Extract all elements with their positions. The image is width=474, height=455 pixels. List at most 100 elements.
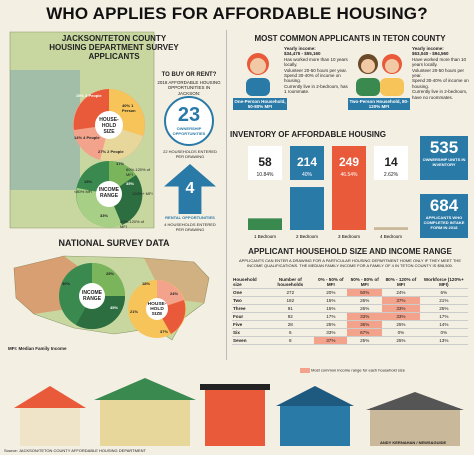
inventory-bar (290, 187, 324, 230)
column-header: Household size (232, 276, 267, 289)
table-cell: 15% (314, 304, 348, 313)
column-header: Number of households (266, 276, 315, 289)
national-income-pie (59, 263, 126, 330)
income-note: 80%-120% of MFI (126, 167, 151, 177)
list-item: Currently live in 2-bedroom, has 1 roomm… (284, 83, 348, 95)
table-cell: 37% (382, 296, 420, 305)
national-header: NATIONAL SURVEY DATA (58, 238, 170, 248)
person-1-icon (238, 48, 278, 98)
slice-label: 25% (106, 271, 115, 276)
slice-label: 14% 4 People (74, 135, 100, 140)
inventory-count: 14 (384, 155, 398, 169)
inventory-chart: 58 10.84% 1 Bedroom 214 40% 2 Bedroom 249 46.54… (244, 142, 414, 242)
two-person-details: Yearly income: $63,040 - $94,560 Have wo… (412, 46, 472, 100)
intake-count: 684 (429, 196, 459, 215)
inventory-count: 58 (258, 155, 272, 169)
slice-label: 35% (126, 181, 135, 186)
slice-label: 15% (84, 179, 93, 184)
legend-swatch (300, 368, 310, 373)
slice-label: 17% (116, 161, 125, 166)
opportunities-line: 2018 AFFORDABLE HOUSING OPPORTUNITIES IN… (157, 80, 221, 96)
inventory-ownership-count: 535 (429, 138, 459, 157)
one-person-details: Yearly income: $34,475 - $55,160 Has wor… (284, 46, 350, 95)
ownership-count: 23 (177, 104, 201, 126)
inventory-header: INVENTORY OF AFFORDABLE HOUSING (230, 130, 387, 139)
slice-label: 24% (170, 291, 179, 296)
mfi-note: MFI: Median Family Income (8, 346, 67, 351)
table-cell: 17% (314, 312, 348, 321)
table-cell: 28 (266, 320, 315, 329)
table-row: Five 28 25% 36% 25% 14% (232, 320, 468, 329)
table-intro: APPLICANTS CAN ENTER A DRAWING FOR A PAR… (239, 258, 461, 268)
income-value: $34,475 - $55,160 (284, 51, 321, 57)
table-cell: 8 (266, 336, 315, 345)
ownership-badge: 23 OWNERSHIP OPPORTUNITIES (164, 96, 214, 146)
national-household-pie (128, 280, 186, 338)
column-header: 50% - 80% of MFI (347, 276, 383, 289)
table-cell: 25% (382, 320, 420, 329)
inventory-bar (374, 227, 408, 230)
table-cell: 0% (419, 328, 468, 337)
table-cell: 36% (347, 320, 383, 329)
income-value: $63,040 - $94,560 (412, 51, 449, 57)
slice-label: 37% (160, 329, 169, 334)
jackson-income-label: INCOME RANGE (99, 187, 119, 199)
table-cell: 25% (382, 336, 420, 345)
rental-sub: 4 HOUSEHOLDS ENTERED PER DRAWING (164, 222, 216, 232)
table-cell: 33% (347, 312, 383, 321)
page-title: WHO APPLIES FOR AFFORDABLE HOUSING? (46, 4, 428, 23)
table-cell: 67% (347, 328, 383, 337)
inventory-bar (332, 180, 366, 230)
household-income-table: Household size Number of households 0% - 5… (232, 276, 468, 345)
table-row: Seven 8 37% 25% 25% 13% (232, 336, 468, 345)
inventory-bar-label: 3 Bedroom (338, 234, 360, 239)
table-cell: 26% (347, 296, 383, 305)
table-header: APPLICANT HOUSEHOLD SIZE AND INCOME RANG… (248, 247, 452, 256)
inventory-pct: 2.62% (384, 172, 399, 178)
table-cell: 25% (347, 336, 383, 345)
jackson-household-pie (73, 89, 145, 162)
table-cell: Six (232, 328, 267, 337)
jackson-header: JACKSON/TETON COUNTY HOUSING DEPARTMENT … (49, 34, 179, 62)
table-row: Three 91 15% 26% 33% 25% (232, 304, 468, 313)
applicants-header: MOST COMMON APPLICANTS IN TETON COUNTY (254, 34, 446, 43)
rental-count: 4 (185, 180, 195, 197)
table-row: Four 92 17% 33% 33% 17% (232, 312, 468, 321)
table-row: Two 182 15% 26% 37% 21% (232, 296, 468, 305)
table-cell: Two (232, 296, 267, 305)
person-2-icon (352, 48, 408, 98)
table-cell: 6% (419, 288, 468, 297)
inventory-count-box (290, 146, 324, 180)
table-cell: 33% (382, 304, 420, 313)
table-cell: One (232, 288, 267, 297)
national-income-label: INCOME RANGE (82, 290, 102, 302)
table-cell: 92 (266, 312, 315, 321)
intake-label: APPLICANTS WHO COMPLETED INTAKE FORM IN … (423, 215, 465, 230)
slice-label: 18% (142, 281, 151, 286)
jackson-household-label: HOUSE-HOLD SIZE (99, 117, 119, 135)
table-cell: 272 (266, 288, 315, 297)
slice-label: 33% (100, 213, 109, 218)
one-person-caption: One-Person Household, 50-80% MFI (233, 98, 287, 110)
jackson-section: JACKSON/TETON COUNTY HOUSING DEPARTMENT … (4, 30, 224, 232)
inventory-count-box (332, 146, 366, 180)
table-cell: 14% (419, 320, 468, 329)
list-item: Has worked more than 10 years locally. (284, 56, 348, 68)
table-cell: 20% (314, 288, 348, 297)
table-row: One 272 20% 50% 24% 6% (232, 288, 468, 297)
slice-label: 19% 3 People (76, 93, 102, 98)
to-buy-rent: TO BUY OR RENT? (161, 72, 217, 78)
table-cell: Five (232, 320, 267, 329)
table-cell: 24% (382, 288, 420, 297)
inventory-bar-label: 4 Bedroom (380, 234, 402, 239)
intake-badge: 684 APPLICANTS WHO COMPLETED INTAKE FORM… (420, 194, 468, 238)
column-header: 80% - 120% of MFI (382, 276, 420, 289)
table-legend: Most common income range for each househ… (300, 368, 460, 373)
table-cell: 50% (347, 288, 383, 297)
slice-label: 21% (130, 309, 139, 314)
table-row: Six 6 33% 67% 0% 0% (232, 328, 468, 337)
slice-label: 30% (62, 281, 71, 286)
inventory-count: 214 (297, 155, 317, 169)
rental-label: RENTAL OPPORTUNITIES (165, 215, 215, 220)
list-item: Spend 30-40% of income on housing. (412, 78, 469, 89)
